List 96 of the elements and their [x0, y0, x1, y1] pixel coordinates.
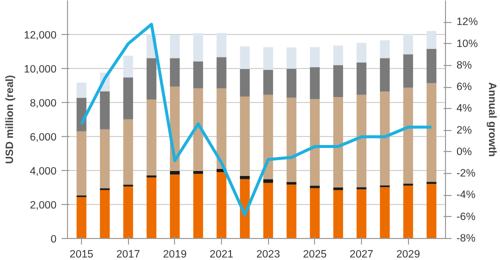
x-tick-label: 2029	[396, 248, 420, 260]
bar	[310, 47, 320, 68]
bar	[310, 67, 320, 100]
bar	[76, 82, 86, 98]
bar	[240, 46, 250, 70]
bar	[170, 171, 180, 175]
y-tick-label: 12,000	[24, 30, 57, 42]
bar	[240, 96, 250, 176]
bar	[170, 35, 180, 58]
bar	[146, 177, 156, 238]
bar	[310, 188, 320, 238]
bar	[263, 70, 274, 95]
bar	[426, 30, 436, 49]
y-tick-label: 0	[50, 234, 57, 246]
bar	[240, 176, 250, 180]
bar	[123, 78, 134, 120]
bar	[333, 97, 344, 188]
bar	[216, 88, 226, 169]
bar	[76, 98, 86, 132]
bar	[216, 57, 226, 88]
y-tick-label: 6,000	[30, 132, 57, 144]
x-tick-label: 2019	[162, 248, 187, 260]
bar	[263, 47, 274, 70]
bar	[146, 99, 156, 176]
bar	[310, 99, 320, 186]
bar	[286, 68, 296, 98]
y2-tick-label: -4%	[456, 189, 476, 202]
bar	[380, 92, 390, 186]
y-axis-title: USD million (real)	[4, 74, 16, 164]
bar	[380, 40, 390, 58]
y2-tick-label: 8%	[456, 59, 472, 72]
bar	[403, 88, 414, 184]
bar	[286, 47, 296, 69]
bar	[286, 98, 296, 182]
bar	[333, 188, 344, 190]
bar	[193, 174, 204, 238]
y2-tick-label: 10%	[456, 38, 478, 50]
y2-tick-label: 2%	[456, 124, 472, 136]
bar	[333, 46, 344, 66]
y2-tick-label: -6%	[456, 210, 476, 223]
bar	[100, 91, 110, 130]
bar	[170, 174, 180, 238]
bar	[76, 131, 86, 196]
bar	[216, 172, 226, 238]
bar	[356, 62, 366, 95]
x-tick-label: 2021	[210, 248, 234, 260]
bar	[380, 58, 390, 92]
bar	[403, 186, 414, 238]
bar	[426, 184, 436, 238]
y2-axis-title: Annual growth	[486, 82, 498, 157]
bar	[193, 33, 204, 62]
bar	[240, 69, 250, 97]
bar	[123, 186, 134, 238]
bar	[146, 58, 156, 100]
x-tick-label: 2015	[70, 248, 94, 260]
x-tick-label: 2025	[302, 248, 327, 260]
y2-tick-label: 6%	[456, 81, 472, 94]
y-tick-label: 2,000	[30, 200, 57, 212]
x-tick-label: 2027	[350, 248, 374, 260]
bar	[76, 197, 86, 238]
y2-tick-label: 12%	[456, 16, 478, 28]
bar	[100, 129, 110, 188]
bar	[263, 182, 274, 238]
bar	[170, 58, 180, 87]
y-tick-label: 10,000	[24, 64, 57, 76]
bar	[193, 88, 204, 172]
bar	[193, 61, 204, 88]
bar	[310, 186, 320, 188]
y-tick-label: 4,000	[30, 166, 57, 178]
bar	[426, 48, 436, 84]
bar	[123, 119, 134, 185]
bar	[263, 94, 274, 180]
bar	[333, 65, 344, 98]
y2-tick-label: -2%	[456, 168, 476, 180]
bar	[356, 94, 366, 188]
y2-tick-label: 0%	[456, 146, 472, 158]
bar	[356, 42, 366, 63]
bar	[123, 56, 134, 78]
bar	[286, 182, 296, 185]
bar	[333, 190, 344, 238]
bar	[263, 179, 274, 183]
bar	[403, 54, 414, 88]
y-tick-label: 8,000	[30, 98, 57, 110]
bar	[286, 184, 296, 238]
y2-tick-label: 4%	[456, 102, 472, 115]
bar	[193, 171, 204, 174]
bar	[356, 189, 366, 238]
bar	[216, 32, 226, 58]
bar	[100, 190, 110, 238]
bar	[403, 34, 414, 54]
line-series	[80, 22, 433, 216]
x-tick-label: 2023	[256, 248, 280, 260]
y2-tick-label: -8%	[456, 232, 476, 244]
x-tick-label: 2017	[116, 248, 140, 260]
bar	[426, 83, 436, 182]
bar	[380, 187, 390, 238]
